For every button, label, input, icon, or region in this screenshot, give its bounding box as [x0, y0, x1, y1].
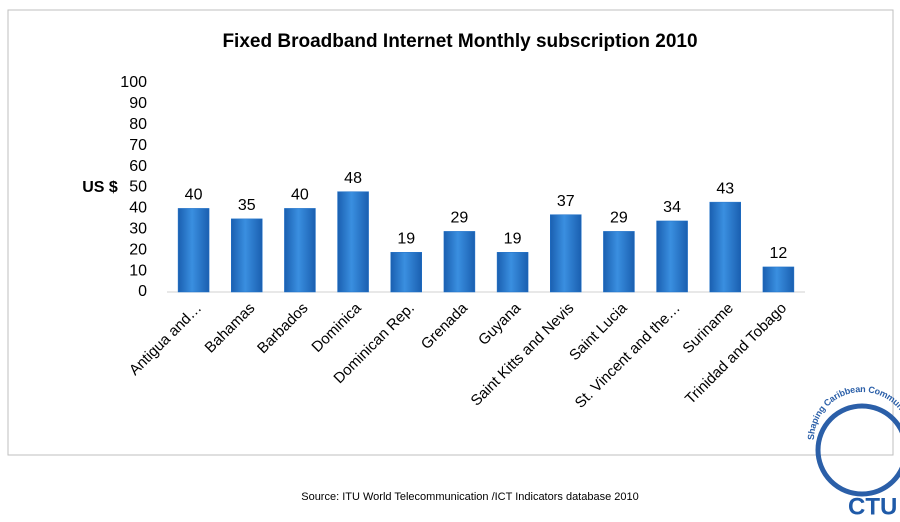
y-tick-label: 10 [129, 262, 147, 279]
bar [762, 266, 795, 293]
bar [550, 214, 582, 293]
source-note: Source: ITU World Telecommunication /ICT… [301, 491, 639, 503]
y-tick-label: 80 [129, 116, 147, 133]
bar [709, 201, 741, 293]
data-label: 37 [557, 193, 575, 210]
bar [603, 231, 635, 293]
data-label: 29 [610, 210, 628, 227]
bar [496, 252, 529, 293]
y-tick-label: 0 [138, 283, 147, 300]
bar [443, 231, 476, 293]
bar [177, 208, 210, 293]
chart-title: Fixed Broadband Internet Monthly subscri… [222, 31, 697, 52]
bar [231, 218, 263, 293]
data-label: 40 [291, 187, 309, 204]
y-tick-label: 60 [129, 158, 147, 175]
data-label: 19 [397, 231, 415, 248]
data-label: 19 [504, 231, 522, 248]
data-label: 40 [185, 187, 203, 204]
y-tick-label: 20 [129, 241, 147, 258]
data-label: 34 [663, 199, 681, 216]
bar [390, 252, 422, 293]
logo-text: CTU [848, 493, 897, 520]
data-label: 12 [770, 245, 788, 262]
data-label: 35 [238, 197, 256, 214]
y-tick-label: 100 [120, 74, 147, 91]
data-label: 43 [716, 180, 734, 197]
logo-ring [815, 403, 900, 497]
bar [337, 191, 369, 293]
y-tick-label: 30 [129, 221, 147, 238]
y-axis-label: US $ [82, 179, 118, 196]
bar [656, 220, 688, 293]
y-tick-label: 70 [129, 137, 147, 154]
data-label: 29 [451, 210, 469, 227]
y-tick-label: 40 [129, 200, 147, 217]
y-tick-label: 50 [129, 179, 147, 196]
data-label: 48 [344, 170, 362, 187]
y-tick-label: 90 [129, 95, 147, 112]
bar [284, 208, 316, 293]
